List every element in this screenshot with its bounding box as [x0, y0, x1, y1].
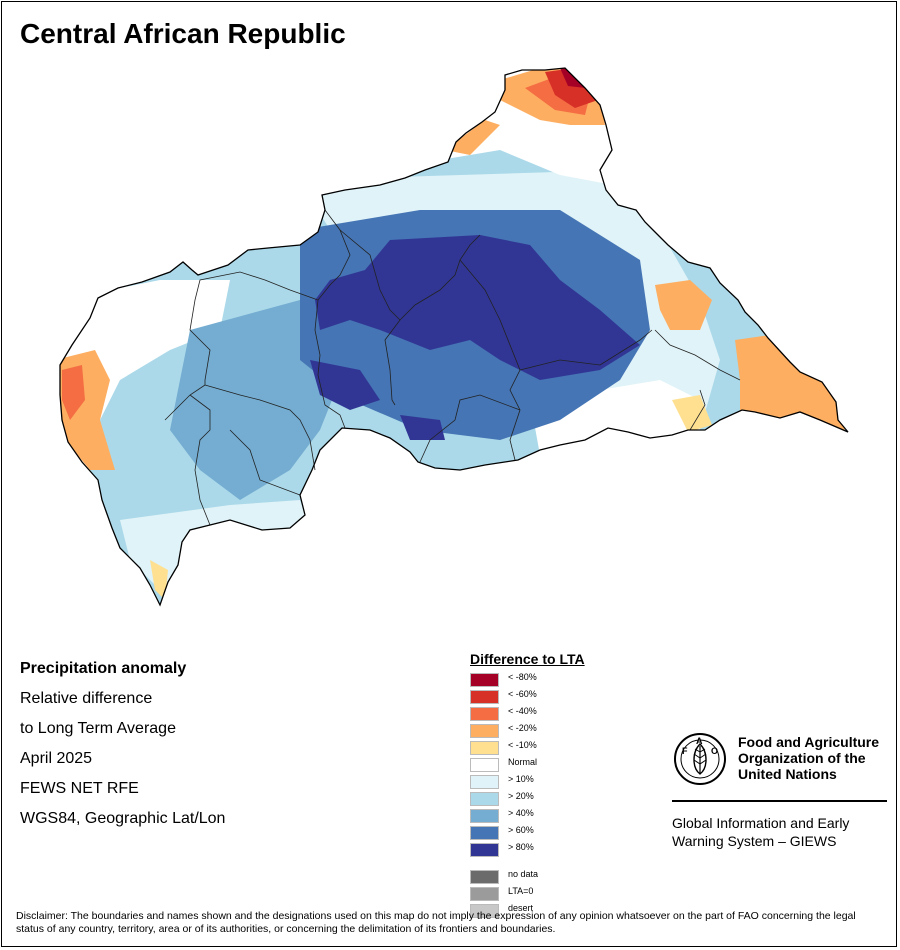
legend-class-swatch — [470, 792, 499, 806]
drier-20-zone-northwest-edge — [445, 120, 500, 155]
fao-name-line-3: United Nations — [738, 766, 837, 782]
disclaimer-text: Disclaimer: The boundaries and names sho… — [16, 910, 856, 935]
legend-class-swatch — [470, 843, 499, 857]
legend-class-row: > 20% — [470, 790, 660, 807]
legend-class-swatch — [470, 826, 499, 840]
wetter-80-zone-south-patch — [400, 415, 445, 440]
legend-class-label: Normal — [508, 757, 538, 767]
legend-class-row: < -60% — [470, 688, 660, 705]
legend-extra-label: LTA=0 — [508, 886, 534, 896]
legend-class-row: > 10% — [470, 773, 660, 790]
legend-class-swatch — [470, 809, 499, 823]
legend-class-row: > 40% — [470, 807, 660, 824]
legend-class-swatch — [470, 724, 499, 738]
info-line-lta: to Long Term Average — [20, 720, 176, 737]
legend-class-row: > 60% — [470, 824, 660, 841]
giews-line-2: Warning System – GIEWS — [672, 833, 837, 849]
fao-divider — [672, 800, 887, 802]
map-title: Central African Republic — [20, 18, 346, 49]
legend-extra-label: no data — [508, 869, 539, 879]
drier-10-zone-southwest-tip — [150, 560, 168, 600]
legend-class-row: < -80% — [470, 671, 660, 688]
info-heading: Precipitation anomaly — [20, 660, 187, 677]
map-legend: Difference to LTA < -80% < -60% < -40% < -2… — [470, 651, 660, 919]
legend-class-row: < -20% — [470, 722, 660, 739]
svg-text:O: O — [711, 746, 718, 756]
drier-20-zone-northeast-edge — [655, 280, 712, 330]
fao-logo-icon: F A O — [674, 733, 726, 785]
legend-class-label: < -40% — [508, 706, 537, 716]
legend-extra-row: LTA=0 — [470, 885, 660, 902]
drier-10-zone-southeast — [672, 395, 712, 432]
fao-name-line-2: Organization of the — [738, 750, 866, 766]
info-line-source: FEWS NET RFE — [20, 780, 139, 797]
legend-class-row: < -40% — [470, 705, 660, 722]
legend-class-label: > 10% — [508, 774, 534, 784]
legend-class-label: > 40% — [508, 808, 534, 818]
fao-name-line-1: Food and Agriculture — [738, 734, 880, 750]
legend-class-row: < -10% — [470, 739, 660, 756]
legend-extra-swatch — [470, 904, 499, 918]
legend-class-label: > 60% — [508, 825, 534, 835]
country-map-svg — [59, 67, 849, 606]
legend-extra-swatch — [470, 887, 499, 901]
svg-text:A: A — [696, 736, 703, 746]
legend-extra-row: no data — [470, 868, 660, 885]
legend-class-swatch — [470, 673, 499, 687]
legend-class-label: < -60% — [508, 689, 537, 699]
legend-class-row: > 80% — [470, 841, 660, 858]
fao-logo-text: F — [682, 746, 688, 756]
admin-boundaries — [164, 209, 741, 526]
drier-20-zone-east — [735, 335, 845, 430]
wetter-40-zone-west — [170, 300, 340, 500]
info-line-date: April 2025 — [20, 750, 93, 767]
giews-line-1: Global Information and Early — [672, 815, 850, 831]
legend-class-swatch — [470, 758, 499, 772]
info-line-relative: Relative difference — [20, 690, 153, 707]
anomaly-raster — [60, 68, 848, 605]
fao-organization-name: Food and Agriculture Organization of the… — [738, 734, 898, 782]
legend-class-label: > 80% — [508, 842, 534, 852]
drier-40-zone-west — [62, 365, 85, 420]
legend-class-row: Normal — [470, 756, 660, 773]
legend-class-swatch — [470, 741, 499, 755]
wetter-80-zone-center — [315, 235, 640, 380]
legend-class-label: < -20% — [508, 723, 537, 733]
legend-class-label: > 20% — [508, 791, 534, 801]
legend-class-swatch — [470, 707, 499, 721]
legend-class-label: < -10% — [508, 740, 537, 750]
info-line-projection: WGS84, Geographic Lat/Lon — [20, 810, 226, 827]
legend-class-swatch — [470, 775, 499, 789]
map-info-block: Precipitation anomaly Relative differenc… — [20, 654, 225, 834]
legend-class-label: < -80% — [508, 672, 537, 682]
legend-extras: no data LTA=0 desert — [470, 868, 660, 919]
anomaly-map — [0, 55, 900, 615]
wetter-80-zone-southwest-patch — [310, 360, 380, 410]
legend-extra-label: desert — [508, 903, 534, 913]
legend-extra-row: desert — [470, 902, 660, 919]
legend-classes: < -80% < -60% < -40% < -20% < -10% Normal > 10… — [470, 671, 660, 858]
legend-class-swatch — [470, 690, 499, 704]
legend-extra-swatch — [470, 870, 499, 884]
legend-title: Difference to LTA — [470, 651, 585, 667]
drier-60-zone-north — [545, 68, 598, 108]
giews-label: Global Information and Early Warning Sys… — [672, 814, 892, 850]
